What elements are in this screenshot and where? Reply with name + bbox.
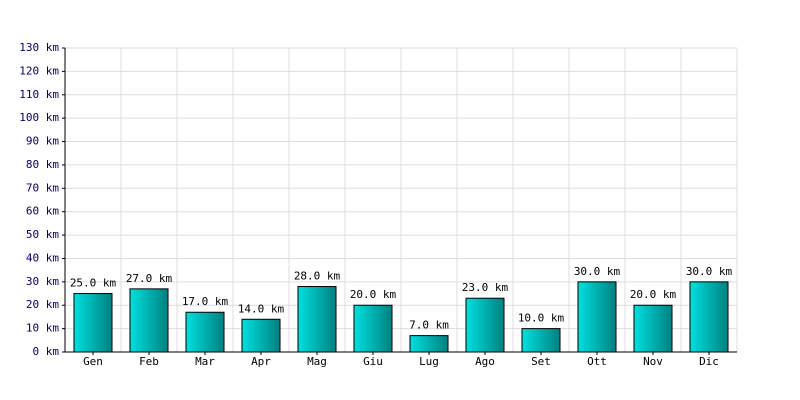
y-tick-label: 130 km (19, 41, 59, 54)
x-tick-label: Feb (139, 355, 159, 368)
y-tick-label: 80 km (26, 158, 59, 171)
x-tick-label: Giu (363, 355, 383, 368)
bar (185, 311, 225, 353)
y-tick-label: 90 km (26, 135, 59, 148)
value-label: 17.0 km (182, 295, 229, 308)
y-tick-label: 10 km (26, 322, 59, 335)
y-tick-label: 100 km (19, 111, 59, 124)
y-tick-label: 0 km (33, 345, 60, 358)
x-tick-label: Lug (419, 355, 439, 368)
value-label: 30.0 km (686, 265, 733, 278)
x-tick-label: Gen (83, 355, 103, 368)
value-label: 20.0 km (630, 288, 677, 301)
y-tick-label: 120 km (19, 64, 59, 77)
y-tick-label: 70 km (26, 181, 59, 194)
value-label: 30.0 km (574, 265, 621, 278)
value-label: 23.0 km (462, 281, 509, 294)
value-label: 10.0 km (518, 312, 565, 325)
value-label: 27.0 km (126, 272, 173, 285)
y-tick-label: 30 km (26, 275, 59, 288)
x-tick-label: Dic (699, 355, 719, 368)
x-tick-label: Mar (195, 355, 215, 368)
bar (353, 304, 393, 353)
bar (129, 288, 169, 353)
x-tick-label: Apr (251, 355, 271, 368)
y-tick-label: 60 km (26, 205, 59, 218)
bar (241, 318, 281, 353)
bar (409, 335, 449, 353)
value-label: 14.0 km (238, 302, 285, 315)
y-tick-label: 40 km (26, 251, 59, 264)
value-label: 25.0 km (70, 277, 117, 290)
y-tick-label: 20 km (26, 298, 59, 311)
value-label: 7.0 km (409, 319, 449, 332)
x-tick-label: Ott (587, 355, 607, 368)
value-label: 28.0 km (294, 270, 341, 283)
x-tick-label: Nov (643, 355, 663, 368)
y-tick-label: 50 km (26, 228, 59, 241)
x-tick-label: Set (531, 355, 551, 368)
bar (465, 297, 505, 353)
y-tick-label: 110 km (19, 88, 59, 101)
x-tick-label: Mag (307, 355, 327, 368)
bar (297, 286, 337, 353)
bar (577, 281, 617, 353)
bar (689, 281, 729, 353)
bar (633, 304, 673, 353)
bar (521, 328, 561, 353)
value-label: 20.0 km (350, 288, 397, 301)
bar (73, 293, 113, 353)
x-tick-label: Ago (475, 355, 495, 368)
